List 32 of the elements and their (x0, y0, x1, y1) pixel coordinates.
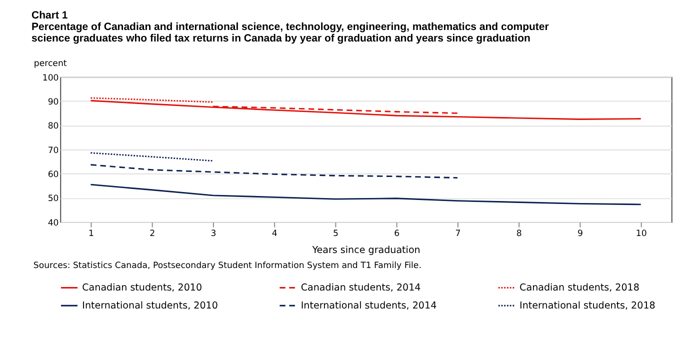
legend-label: Canadian students, 2010 (82, 282, 202, 294)
line-series (90, 184, 642, 206)
legend-label: International students, 2014 (300, 300, 437, 312)
line-series (212, 106, 458, 114)
x-tick-label: 8 (516, 228, 522, 239)
y-axis-title: percent (34, 58, 68, 69)
y-tick-label: 70 (48, 146, 59, 156)
legend-label: Canadian students, 2018 (520, 282, 640, 294)
line-series (90, 100, 642, 120)
y-tick-label: 80 (48, 122, 59, 132)
legend-label: International students, 2010 (82, 300, 218, 312)
legend-label: International students, 2018 (520, 300, 656, 312)
line-series (90, 164, 458, 179)
x-axis-title: Years since graduation (311, 245, 420, 256)
y-tick-label: 50 (48, 194, 59, 204)
x-tick-label: 2 (150, 228, 156, 239)
x-tick-label: 7 (455, 228, 461, 239)
legend-label: Canadian students, 2014 (300, 282, 421, 294)
x-tick-label: 9 (577, 228, 583, 239)
x-tick-label: 10 (636, 228, 647, 239)
source-note: Sources: Statistics Canada, Postsecondary Student Information System and T1 Family File. (33, 260, 422, 271)
x-tick-label: 6 (394, 228, 400, 239)
y-tick-label: 90 (48, 97, 59, 108)
x-tick-label: 4 (272, 228, 278, 239)
x-tick-label: 1 (88, 228, 94, 239)
y-tick-label: 40 (48, 218, 59, 228)
y-tick-label: 100 (42, 73, 59, 84)
x-tick-label: 5 (332, 228, 338, 239)
chart-subtitle: Percentage of Canadian and international science, technology, engineering, mathematics and computer science graduates who filed tax returns in Canada by year of graduation and years since graduation (32, 21, 549, 45)
chart-title: Chart 1 (32, 10, 68, 22)
x-tick-label: 3 (210, 228, 216, 239)
y-tick-label: 60 (48, 170, 59, 180)
